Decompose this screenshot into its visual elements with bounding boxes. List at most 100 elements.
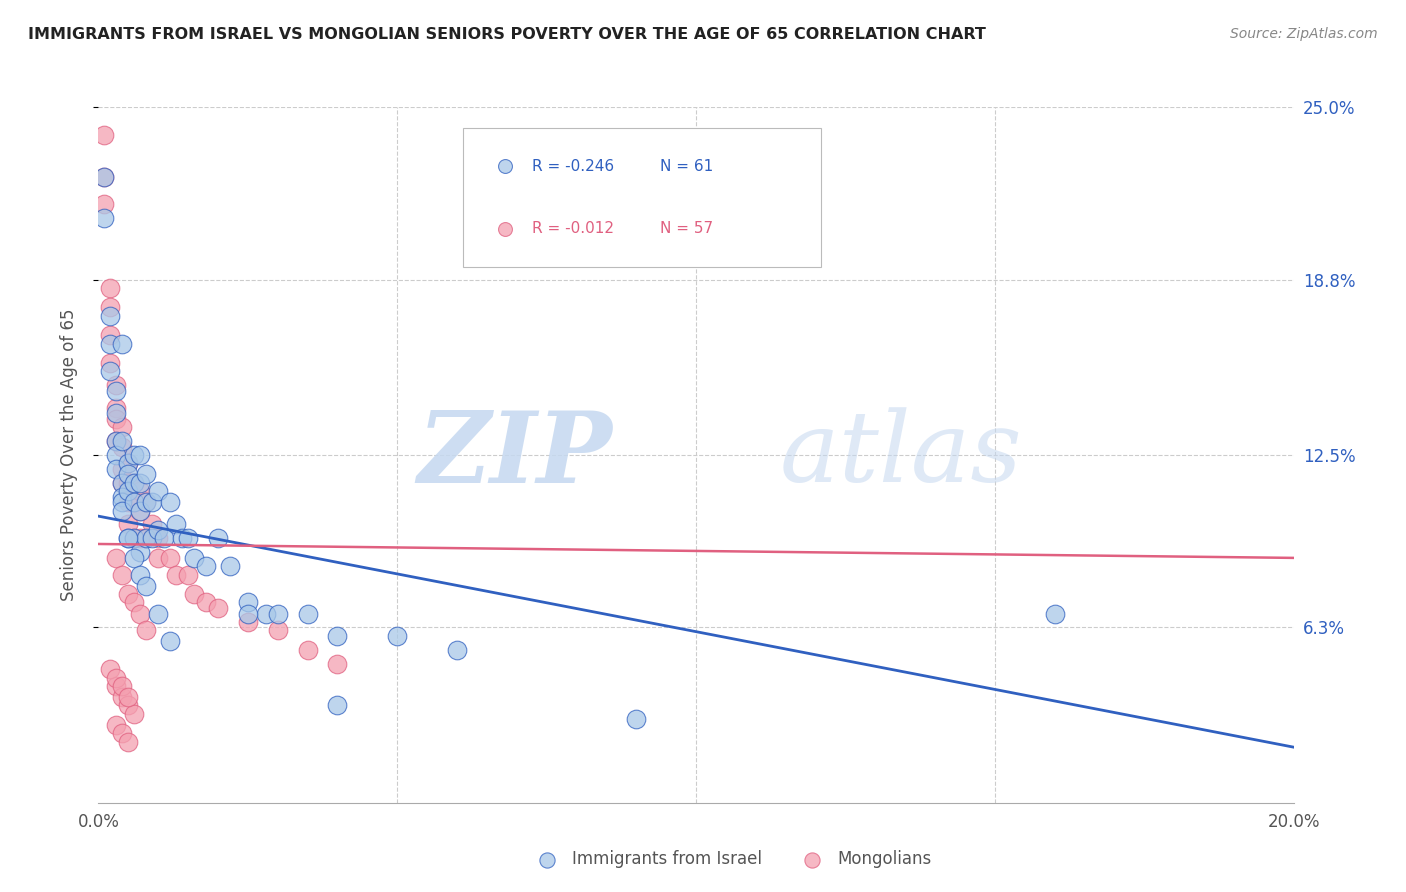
Point: [124, 448, 146, 462]
Point: [117, 456, 139, 470]
Point: [124, 475, 146, 490]
Point: [254, 607, 277, 621]
Text: ZIP: ZIP: [418, 407, 613, 503]
Point: [177, 567, 200, 582]
Point: [124, 495, 146, 509]
Point: [195, 595, 218, 609]
Point: [135, 495, 157, 509]
Point: [105, 378, 128, 392]
Point: [105, 679, 128, 693]
Point: [141, 532, 163, 546]
Point: [148, 484, 170, 499]
Point: [100, 328, 122, 343]
Point: [117, 734, 139, 748]
Point: [148, 607, 170, 621]
Point: [111, 440, 134, 454]
Point: [111, 462, 134, 476]
Point: [124, 475, 146, 490]
Point: [236, 615, 259, 629]
Point: [172, 532, 194, 546]
Text: R = -0.246: R = -0.246: [533, 159, 614, 174]
Point: [219, 559, 242, 574]
Point: [129, 607, 152, 621]
Point: [117, 587, 139, 601]
Point: [135, 532, 157, 546]
Point: [111, 475, 134, 490]
Point: [1043, 607, 1066, 621]
Point: [135, 532, 157, 546]
Point: [117, 495, 139, 509]
Point: [111, 679, 134, 693]
Point: [165, 517, 187, 532]
Point: [135, 624, 157, 638]
Point: [124, 706, 146, 721]
Point: [111, 434, 134, 448]
Text: Source: ZipAtlas.com: Source: ZipAtlas.com: [1230, 27, 1378, 41]
FancyBboxPatch shape: [463, 128, 821, 267]
Point: [124, 495, 146, 509]
Text: N = 57: N = 57: [661, 221, 713, 236]
Point: [135, 495, 157, 509]
Point: [129, 475, 152, 490]
Point: [117, 467, 139, 482]
Point: [105, 406, 128, 420]
Point: [93, 211, 115, 226]
Point: [111, 567, 134, 582]
Point: [129, 484, 152, 499]
Point: [236, 595, 259, 609]
Point: [111, 420, 134, 434]
Point: [141, 495, 163, 509]
Point: [446, 642, 468, 657]
Point: [326, 698, 349, 713]
Point: [111, 690, 134, 704]
Point: [183, 550, 205, 565]
Point: [100, 662, 122, 676]
Point: [105, 434, 128, 448]
Point: [111, 490, 134, 504]
Point: [135, 467, 157, 482]
Point: [195, 559, 218, 574]
Point: [111, 726, 134, 740]
Point: [93, 169, 115, 184]
Point: [165, 567, 187, 582]
Point: [100, 356, 122, 370]
Point: [148, 550, 170, 565]
Point: [117, 484, 139, 499]
Point: [105, 462, 128, 476]
Point: [148, 523, 170, 537]
Point: [100, 309, 122, 323]
Point: [105, 718, 128, 732]
Point: [124, 532, 146, 546]
Point: [117, 475, 139, 490]
Point: [105, 550, 128, 565]
Point: [385, 629, 409, 643]
Point: [100, 281, 122, 295]
Point: [183, 587, 205, 601]
Point: [111, 475, 134, 490]
Point: [105, 384, 128, 398]
Point: [129, 567, 152, 582]
Point: [105, 671, 128, 685]
Point: [105, 434, 128, 448]
Point: [129, 503, 152, 517]
Point: [297, 607, 319, 621]
Point: [135, 579, 157, 593]
Point: [117, 517, 139, 532]
Point: [326, 657, 349, 671]
Point: [177, 532, 200, 546]
Point: [93, 169, 115, 184]
Point: [93, 128, 115, 142]
Point: [117, 532, 139, 546]
Point: [207, 601, 229, 615]
Point: [124, 550, 146, 565]
Text: N = 61: N = 61: [661, 159, 713, 174]
Point: [129, 545, 152, 559]
Y-axis label: Seniors Poverty Over the Age of 65: Seniors Poverty Over the Age of 65: [59, 309, 77, 601]
Point: [297, 642, 319, 657]
Point: [105, 448, 128, 462]
Point: [207, 532, 229, 546]
Point: [93, 197, 115, 211]
Point: [267, 607, 290, 621]
Point: [129, 448, 152, 462]
Point: [100, 301, 122, 315]
